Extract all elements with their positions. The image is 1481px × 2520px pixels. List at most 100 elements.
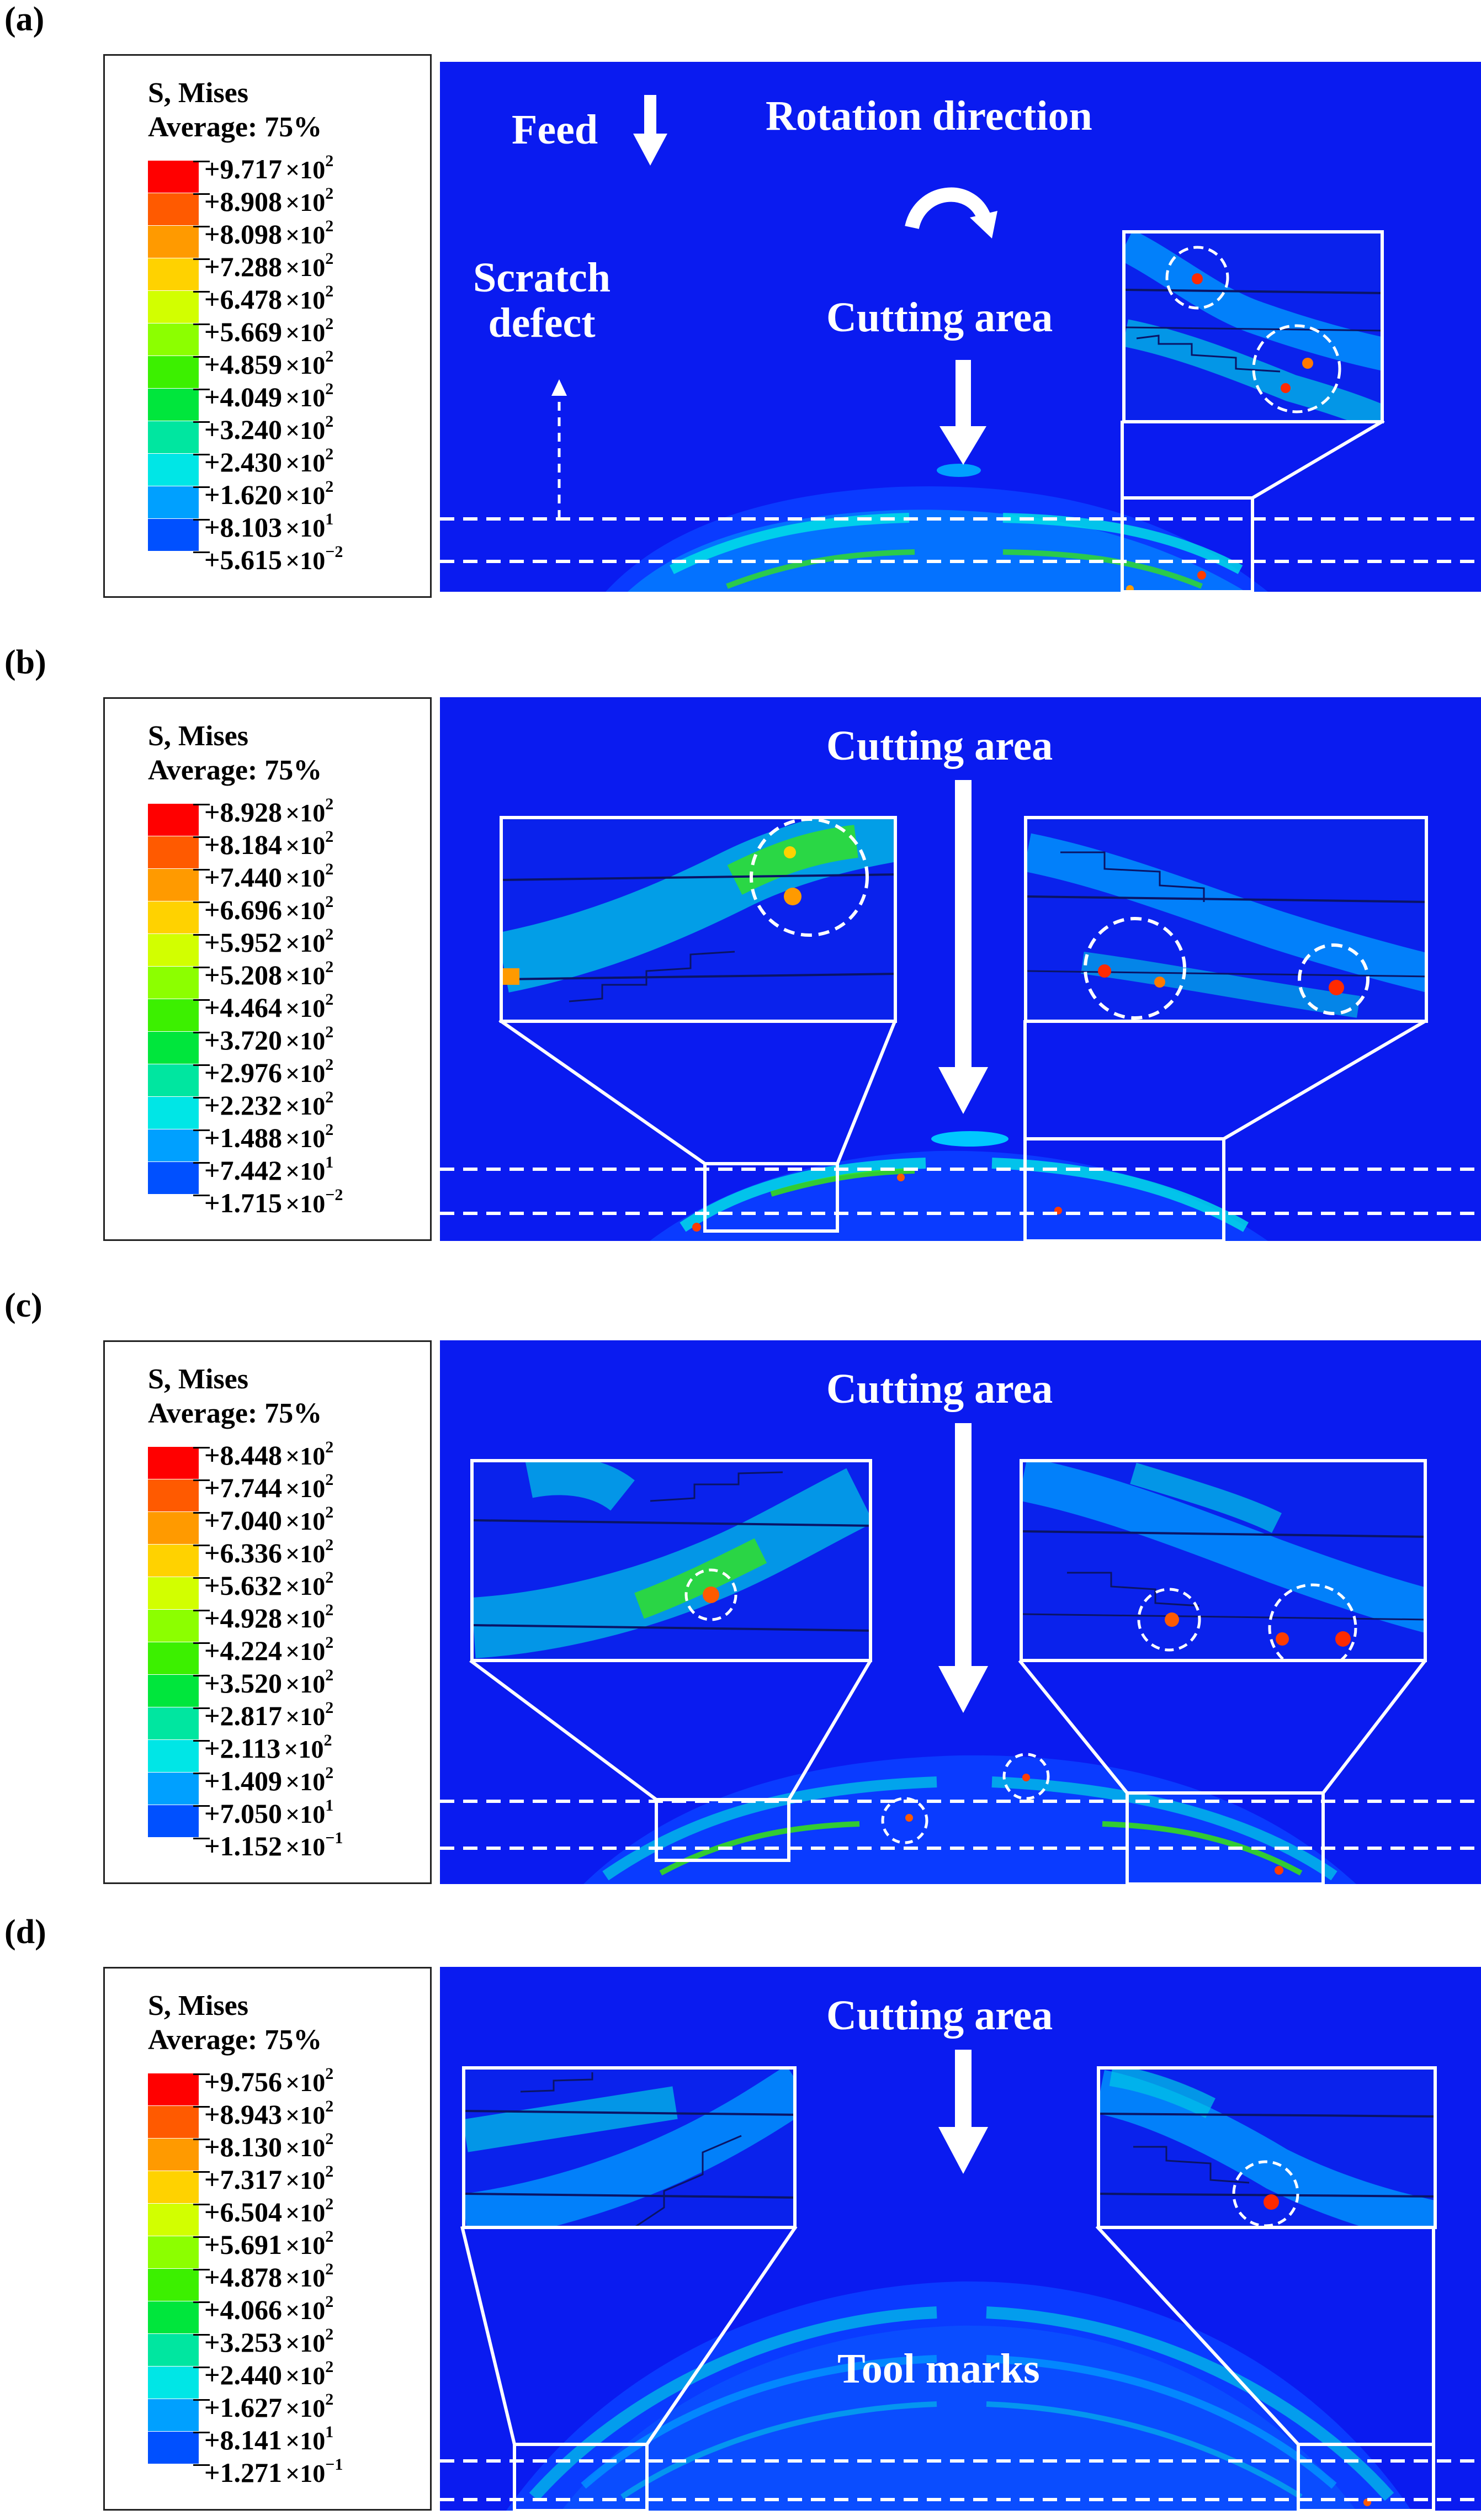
inset-band <box>1109 2070 1215 2118</box>
legend-value-label: +8.908 ×102 <box>204 179 333 217</box>
zoom-source-box <box>513 2443 649 2511</box>
hot-spot <box>1098 964 1111 978</box>
legend-value-label: +9.717 ×102 <box>204 146 333 185</box>
legend-tick <box>193 389 210 390</box>
legend-value-label: +7.050 ×101 <box>204 1791 333 1829</box>
legend-value-label: +7.744 ×102 <box>204 1465 333 1504</box>
legend-value-exponent: 1 <box>325 1153 334 1171</box>
zoom-source-box <box>1121 496 1254 592</box>
stress-contour-plot: Cutting area <box>440 697 1481 1241</box>
legend-value-multiplier: ×102 <box>285 1764 334 1796</box>
legend-value-mantissa: +5.669 <box>204 316 282 347</box>
highlight-circle <box>684 1568 737 1621</box>
zoom-connector <box>787 1659 872 1801</box>
legend-value-multiplier: ×102 <box>285 2227 334 2259</box>
zoom-source-box <box>1023 1137 1225 1241</box>
legend-value-exponent: 2 <box>325 1438 334 1456</box>
legend-value-mantissa: +7.050 <box>204 1798 282 1829</box>
legend-value-label: +8.098 ×102 <box>204 211 333 250</box>
legend-value-exponent: 2 <box>325 1666 334 1684</box>
zoom-source-box <box>655 1798 790 1862</box>
stress-band <box>986 2355 1337 2489</box>
highlight-circle <box>1268 1583 1357 1659</box>
legend-value-label: +1.152 ×10−1 <box>204 1823 343 1862</box>
inset-band <box>1130 1462 1282 1533</box>
inset-grain-line <box>474 1624 869 1632</box>
legend-value-mantissa: +8.103 <box>204 512 282 543</box>
inset-svg <box>1100 2070 1434 2226</box>
legend-value-label: +1.488 ×102 <box>204 1115 333 1154</box>
highlight-circle <box>881 1797 928 1844</box>
legend-value-mantissa: +2.113 <box>204 1733 281 1764</box>
legend-value-mantissa: +3.240 <box>204 414 282 445</box>
legend-value-label: +3.520 ×102 <box>204 1660 333 1699</box>
legend-tick <box>193 2334 210 2336</box>
hot-spot <box>703 1587 719 1603</box>
legend-tick <box>193 486 210 488</box>
scratch-arrow-head <box>551 379 567 396</box>
legend-value-multiplier: ×102 <box>285 2162 334 2194</box>
legend-value-multiplier: ×102 <box>285 2065 334 2097</box>
legend-value-multiplier: ×102 <box>285 478 334 510</box>
legend-value-mantissa: +8.908 <box>204 186 282 217</box>
legend-value-multiplier: ×102 <box>285 282 334 314</box>
legend-color-swatch <box>148 2269 199 2301</box>
panel-c: (c) S, Mises Average: 75% +8.448 ×102 +7.7… <box>0 1286 1481 1893</box>
legend-value-exponent: 2 <box>325 347 334 365</box>
legend-color-swatch <box>148 193 199 225</box>
contour-svg <box>440 780 1481 1241</box>
hot-spot <box>1302 358 1313 369</box>
legend-value-multiplier: ×10−2 <box>285 543 343 575</box>
legend-value-multiplier: ×102 <box>285 2260 334 2292</box>
legend-color-swatch <box>148 323 199 356</box>
legend-color-swatch <box>148 1129 199 1161</box>
legend-value-mantissa: +6.504 <box>204 2197 282 2227</box>
stress-region <box>583 1755 1356 1884</box>
stress-band <box>726 549 915 589</box>
legend-value-exponent: 2 <box>325 2130 334 2148</box>
feed-label: Feed <box>512 107 598 153</box>
legend-value-mantissa: +4.049 <box>204 381 282 412</box>
legend-value-exponent: 2 <box>325 2162 334 2181</box>
legend-value-multiplier: ×102 <box>285 2097 334 2129</box>
legend-value-mantissa: +3.520 <box>204 1668 282 1699</box>
legend-value-mantissa: +6.696 <box>204 894 282 925</box>
legend-title: S, Mises <box>148 1990 248 2022</box>
legend-value-label: +3.253 ×102 <box>204 2320 333 2358</box>
legend-value-label: +6.504 ×102 <box>204 2189 333 2228</box>
legend: S, Mises Average: 75% +8.448 ×102 +7.744 ×1… <box>103 1340 432 1884</box>
legend-color-swatch <box>148 1032 199 1064</box>
legend-value-exponent: 2 <box>325 250 334 268</box>
legend-value-label: +4.878 ×102 <box>204 2254 333 2293</box>
legend-value-mantissa: +4.224 <box>204 1635 282 1666</box>
legend-value-mantissa: +1.715 <box>204 1187 282 1218</box>
legend-value-mantissa: +3.720 <box>204 1025 282 1055</box>
legend-tick <box>193 2269 210 2270</box>
legend-tick <box>193 2301 210 2303</box>
legend-color-swatch <box>148 999 199 1031</box>
legend-value-label: +2.430 ×102 <box>204 439 333 478</box>
legend-value-multiplier: ×102 <box>285 925 334 957</box>
legend-tick <box>193 226 210 227</box>
stress-band <box>669 513 910 575</box>
legend-tick <box>193 421 210 423</box>
legend-value-multiplier: ×10−2 <box>285 1186 343 1218</box>
legend-value-label: +5.615 ×10−2 <box>204 537 343 576</box>
legend-value-label: +4.859 ×102 <box>204 342 333 380</box>
cutting-arrow-head <box>938 1067 988 1114</box>
highlight-circle <box>1252 324 1341 413</box>
stress-spot <box>937 464 981 477</box>
legend-value-exponent: 2 <box>325 152 334 170</box>
legend-value-exponent: −2 <box>325 1186 343 1204</box>
cutting-arrow-shaft <box>955 2050 972 2127</box>
legend-value-mantissa: +1.271 <box>204 2457 282 2488</box>
hot-spot <box>1192 273 1203 284</box>
legend-title: S, Mises <box>148 720 248 752</box>
zoom-inset <box>1024 816 1428 1023</box>
legend-subtitle: Average: 75% <box>148 2024 322 2056</box>
legend-value-multiplier: ×102 <box>285 893 334 925</box>
hot-spot <box>1264 2194 1279 2210</box>
legend-value-multiplier: ×102 <box>285 1666 334 1698</box>
legend-value-multiplier: ×102 <box>285 217 334 249</box>
inset-grain-line <box>635 2135 742 2226</box>
